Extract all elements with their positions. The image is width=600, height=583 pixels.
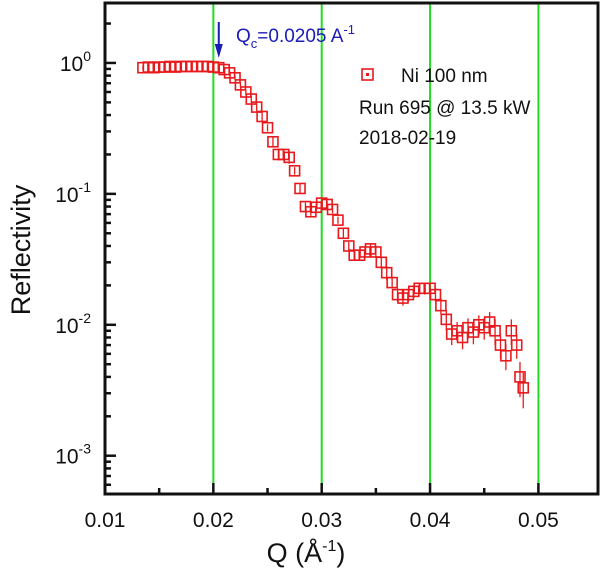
y-tick-label: 10-1	[55, 179, 91, 207]
x-tick-label: 0.03	[301, 509, 342, 532]
data-series	[137, 60, 530, 409]
data-point	[283, 151, 295, 164]
y-tick-label: 100	[60, 48, 91, 76]
critical-q-label: Qc=0.0205 A-1	[236, 22, 355, 51]
data-point	[267, 135, 279, 148]
open-square-marker	[294, 182, 306, 195]
y-axis-title: Reflectivity	[6, 184, 36, 315]
open-square-marker	[505, 324, 518, 337]
legend-marker-open-square	[361, 68, 374, 81]
open-square-marker	[288, 165, 301, 177]
data-point	[429, 288, 442, 302]
arrow-down-icon	[214, 44, 223, 58]
open-square-marker	[489, 324, 501, 337]
open-square-marker	[332, 214, 344, 226]
legend-note-run: Run 695 @ 13.5 kW	[359, 98, 530, 119]
data-point	[386, 276, 398, 289]
open-square-marker	[261, 121, 274, 134]
x-axis-title-close: )	[336, 538, 345, 568]
legend-marker-center	[366, 73, 369, 76]
open-square-marker	[510, 339, 523, 351]
data-point	[332, 214, 344, 226]
open-square-marker	[500, 349, 512, 362]
open-square-marker	[435, 299, 447, 312]
data-point	[294, 182, 306, 195]
data-point	[500, 344, 512, 371]
reference-lines	[212, 3, 540, 494]
open-square-marker	[267, 135, 279, 148]
open-square-marker	[440, 313, 453, 326]
open-square-marker	[283, 151, 295, 164]
x-axis-title-sup: -1	[322, 538, 336, 555]
data-point	[370, 246, 382, 258]
data-point	[261, 121, 274, 134]
open-square-marker	[517, 382, 530, 394]
data-point	[514, 361, 526, 398]
data-point	[517, 372, 530, 409]
critical-q-annotation: Qc=0.0205 A-1	[214, 22, 355, 58]
data-point	[288, 165, 301, 177]
open-square-marker	[386, 276, 398, 289]
open-square-marker	[429, 288, 442, 301]
open-square-marker	[514, 371, 526, 383]
x-axis-title-main: Q (Å	[267, 537, 323, 568]
tick-labels: 0.01 0.02 0.03 0.04 0.05 100 10-1 10-2 10-3	[55, 48, 559, 532]
legend: Ni 100 nm Run 695 @ 13.5 kW 2018-02-19	[359, 66, 530, 149]
data-point	[435, 298, 447, 315]
data-point	[375, 256, 388, 269]
open-square-marker	[337, 227, 350, 240]
data-point	[337, 227, 350, 240]
x-tick-label: 0.02	[193, 509, 234, 532]
y-tick-label: 10-3	[55, 441, 91, 469]
open-square-marker	[256, 110, 268, 123]
legend-label: Ni 100 nm	[401, 66, 488, 87]
x-axis-title: Q (Å-1)	[267, 537, 346, 568]
x-tick-label: 0.04	[410, 509, 451, 532]
data-point	[440, 309, 453, 331]
x-tick-label: 0.05	[518, 509, 559, 532]
axis-ticks	[103, 22, 540, 494]
plot-frame	[103, 1, 600, 496]
y-tick-label: 10-2	[55, 310, 91, 338]
data-point	[510, 334, 523, 359]
x-tick-label: 0.01	[85, 509, 126, 532]
data-point	[256, 110, 268, 123]
legend-note-date: 2018-02-19	[359, 128, 456, 149]
